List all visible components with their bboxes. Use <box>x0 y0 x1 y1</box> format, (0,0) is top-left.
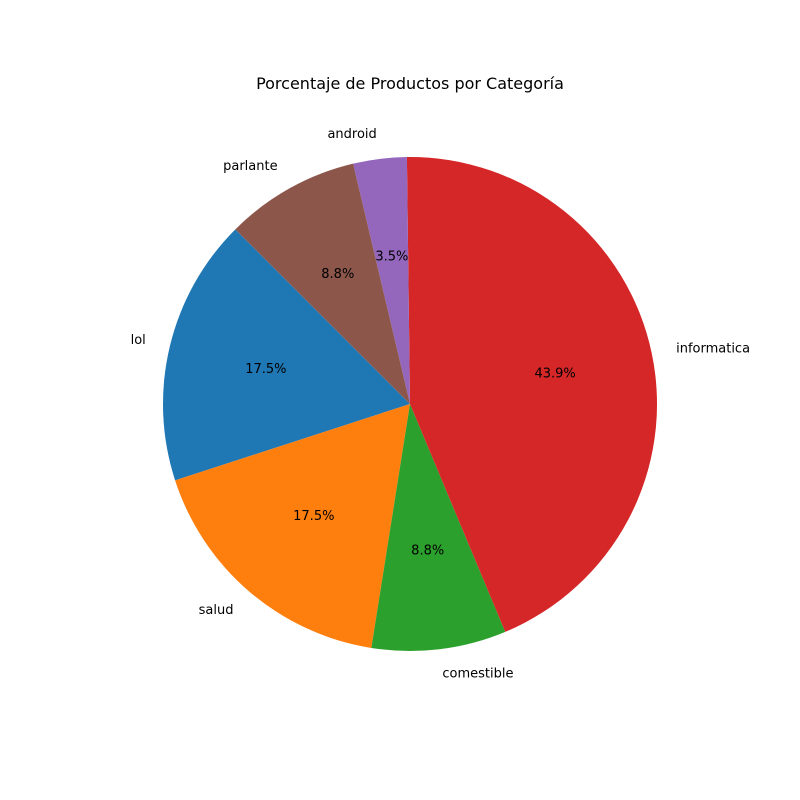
slice-percent-comestible: 8.8% <box>411 544 444 559</box>
pie-slice-salud <box>175 404 410 648</box>
slice-label-salud: salud <box>199 603 234 618</box>
slice-label-parlante: parlante <box>223 159 277 174</box>
pie-slice-lol <box>162 229 410 481</box>
slice-percent-lol: 17.5% <box>245 362 286 377</box>
slice-percent-informatica: 43.9% <box>534 366 575 381</box>
slice-label-android: android <box>327 127 376 142</box>
slice-percent-android: 3.5% <box>375 249 408 264</box>
pie-slice-informatica <box>406 157 657 632</box>
pie-labels: lol 17.5% salud 17.5% comestible 8.8% informat… <box>131 127 750 681</box>
slice-percent-salud: 17.5% <box>293 509 334 524</box>
pie-slice-android <box>353 157 410 404</box>
pie-slices <box>162 157 657 652</box>
slice-label-lol: lol <box>131 333 146 348</box>
slice-label-comestible: comestible <box>442 666 513 681</box>
slice-label-informatica: informatica <box>676 341 750 356</box>
pie-slice-comestible <box>371 404 506 652</box>
slice-percent-parlante: 8.8% <box>321 267 354 282</box>
chart-title: Porcentaje de Productos por Categoría <box>256 74 564 93</box>
pie-slice-parlante <box>235 163 410 404</box>
